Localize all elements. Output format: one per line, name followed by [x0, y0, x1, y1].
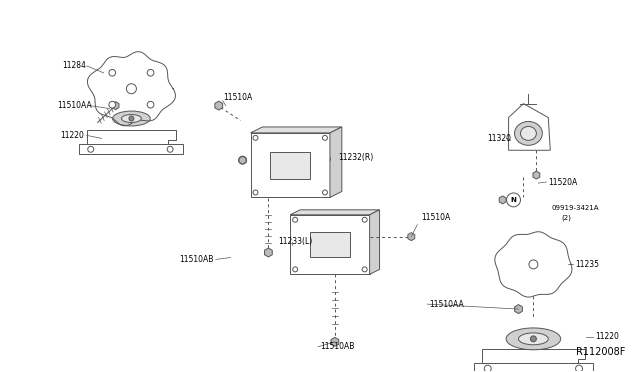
Circle shape [109, 70, 116, 76]
Text: 11235: 11235 [575, 260, 599, 269]
Circle shape [529, 260, 538, 269]
Text: 09919-3421A: 09919-3421A [551, 205, 599, 211]
Polygon shape [515, 305, 522, 314]
Polygon shape [250, 127, 342, 133]
Polygon shape [290, 210, 380, 215]
Circle shape [147, 70, 154, 76]
Circle shape [531, 336, 536, 342]
Circle shape [362, 217, 367, 222]
Ellipse shape [113, 111, 150, 126]
Polygon shape [264, 248, 272, 257]
Circle shape [167, 146, 173, 152]
Ellipse shape [520, 126, 536, 140]
Circle shape [127, 84, 136, 94]
Circle shape [362, 267, 367, 272]
Ellipse shape [506, 328, 561, 350]
Circle shape [507, 193, 520, 207]
Polygon shape [495, 232, 572, 297]
Text: 11510AA: 11510AA [57, 101, 92, 110]
Text: (2): (2) [561, 215, 571, 221]
Circle shape [253, 190, 258, 195]
Polygon shape [482, 349, 585, 365]
Bar [270, 152, 310, 179]
Text: 11510AB: 11510AB [320, 342, 355, 351]
Polygon shape [331, 337, 339, 346]
Polygon shape [408, 232, 415, 241]
Bar [310, 232, 350, 257]
Ellipse shape [518, 333, 548, 345]
Circle shape [129, 116, 134, 121]
Text: 11284: 11284 [62, 61, 86, 70]
Polygon shape [330, 127, 342, 198]
Polygon shape [215, 101, 223, 110]
Polygon shape [239, 156, 246, 164]
Polygon shape [112, 102, 119, 110]
Text: 11510AA: 11510AA [429, 299, 464, 309]
Text: 11520A: 11520A [548, 177, 577, 186]
Polygon shape [499, 196, 506, 204]
Polygon shape [533, 171, 540, 179]
Circle shape [484, 365, 492, 372]
Bar [290, 215, 370, 274]
Text: R112008F: R112008F [577, 347, 626, 357]
Polygon shape [370, 210, 380, 274]
Circle shape [323, 190, 328, 195]
Circle shape [575, 365, 582, 372]
Polygon shape [87, 131, 176, 146]
Circle shape [147, 101, 154, 108]
Text: 11510A: 11510A [421, 213, 451, 222]
Text: 11510A: 11510A [223, 93, 252, 102]
Text: 11220: 11220 [595, 332, 619, 341]
Circle shape [109, 101, 116, 108]
Circle shape [88, 146, 93, 152]
Circle shape [292, 217, 298, 222]
Text: 11233(L): 11233(L) [278, 237, 312, 246]
Circle shape [292, 267, 298, 272]
Text: N: N [511, 197, 516, 203]
Bar [250, 133, 330, 198]
Circle shape [253, 135, 258, 140]
Polygon shape [474, 363, 593, 372]
Polygon shape [79, 144, 183, 154]
Circle shape [239, 156, 246, 164]
Polygon shape [88, 52, 175, 126]
Ellipse shape [515, 122, 542, 145]
Ellipse shape [122, 115, 141, 122]
Text: 11220: 11220 [60, 131, 84, 140]
Polygon shape [509, 104, 550, 150]
Circle shape [323, 135, 328, 140]
Text: 11320: 11320 [487, 134, 511, 143]
Text: 11510AB: 11510AB [179, 255, 213, 264]
Text: 11232(R): 11232(R) [338, 153, 373, 162]
